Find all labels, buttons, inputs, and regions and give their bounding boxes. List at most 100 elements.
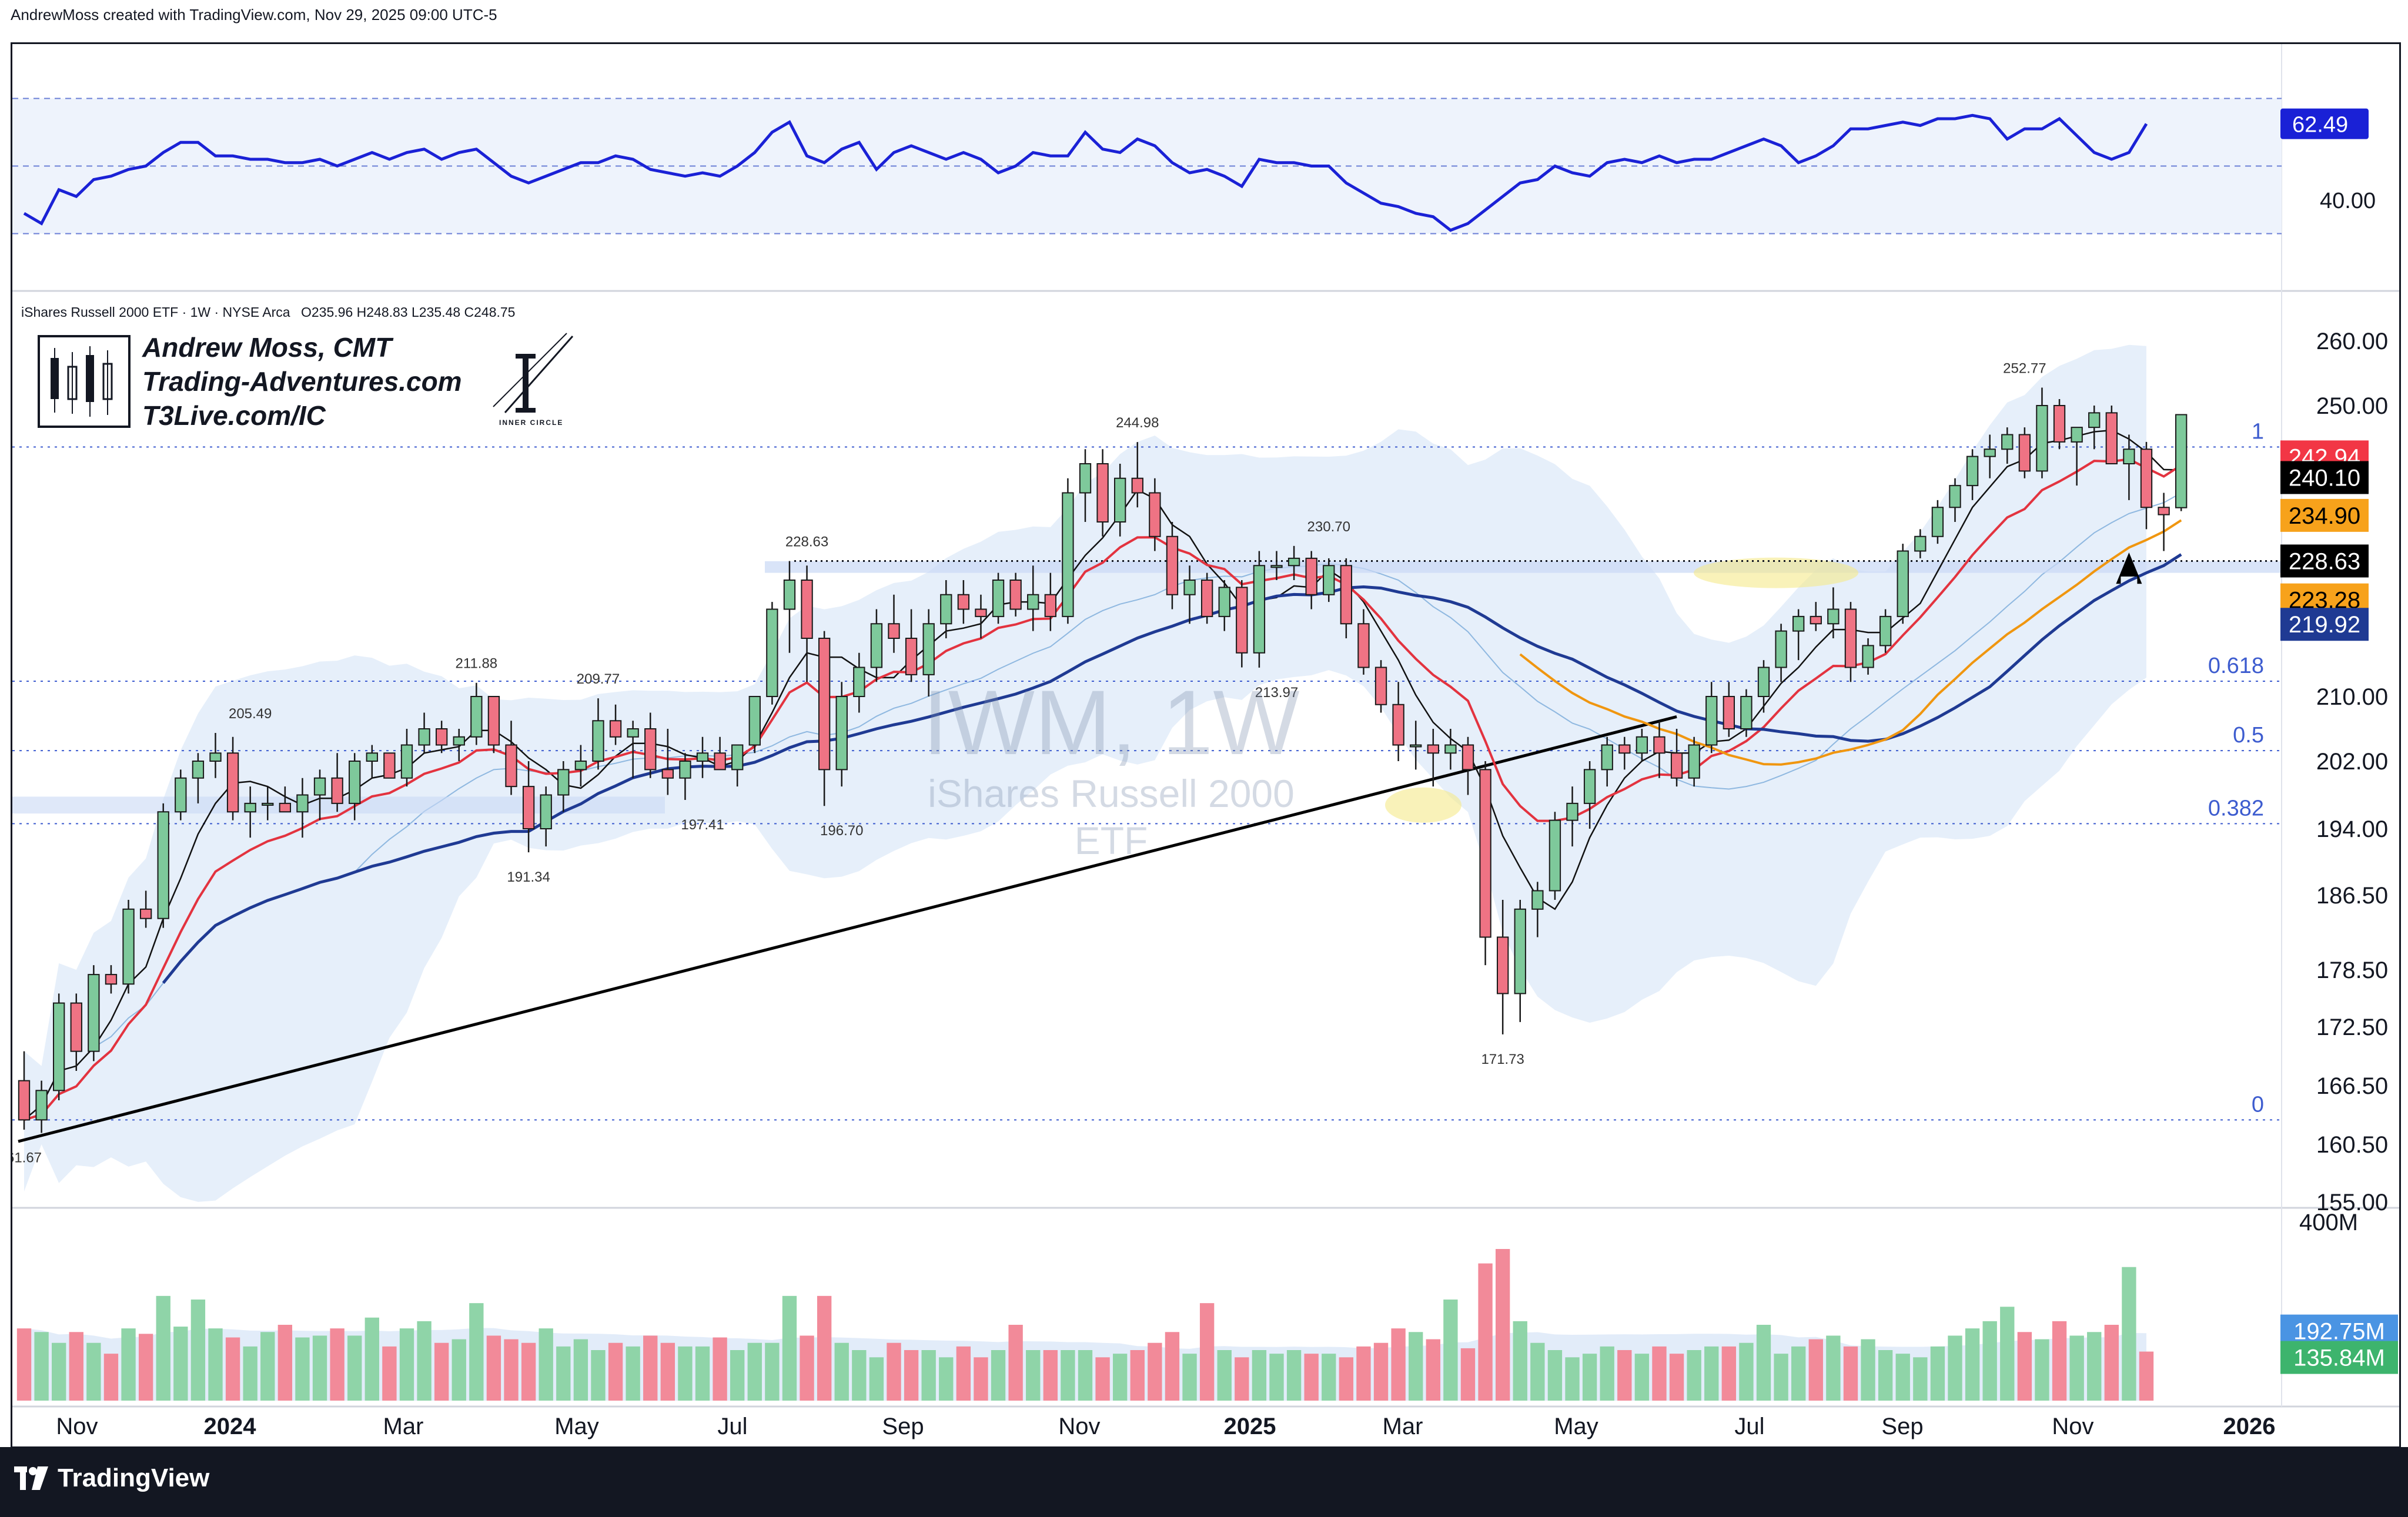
candle-body	[1114, 477, 1126, 523]
volume-bar	[469, 1303, 484, 1401]
price-annotation: 252.77	[2003, 361, 2046, 377]
candle-body	[139, 908, 152, 919]
candle-body	[1340, 565, 1353, 625]
volume-bar	[1235, 1357, 1249, 1401]
volume-bar	[1948, 1335, 1962, 1401]
volume-bar	[1443, 1300, 1458, 1401]
volume-bar	[730, 1350, 745, 1401]
candle-body	[870, 623, 883, 668]
candle-body	[574, 761, 587, 771]
candle-body	[1149, 492, 1161, 537]
inner-circle-logo-icon: INNER CIRCLE	[452, 330, 581, 433]
candle-body	[975, 608, 987, 617]
volume-bar	[103, 1354, 119, 1401]
bollinger-band	[24, 344, 2146, 1202]
volume-bar	[1495, 1249, 1510, 1401]
volume-bar	[452, 1339, 466, 1401]
volume-bar	[939, 1357, 954, 1401]
candle-body	[1618, 744, 1631, 754]
candle-body	[88, 974, 100, 1052]
candle-body	[1218, 587, 1230, 617]
candle-body	[1723, 696, 1735, 729]
branding-block: Andrew Moss, CMT Trading-Adventures.com …	[38, 330, 574, 433]
trendline	[18, 715, 1677, 1143]
chart-frame[interactable]: 40.00 62.49 1 0.618 0.5 0.382 0 61.67 205.49 211.…	[6, 42, 2401, 1448]
volume-bar	[1269, 1354, 1284, 1401]
volume-bar	[2122, 1267, 2136, 1401]
volume-bar	[1078, 1350, 1093, 1401]
volume-bar	[1304, 1354, 1319, 1401]
candle-body	[1688, 744, 1700, 779]
price-annotation: 171.73	[1481, 1051, 1524, 1067]
candle-body	[2140, 448, 2153, 508]
price-tag-label: 219.92	[2289, 612, 2360, 638]
candle-body	[1514, 908, 1526, 994]
candle-body	[53, 1002, 65, 1091]
candle-body	[540, 794, 552, 829]
highlight-ellipse	[1694, 557, 1858, 588]
volume-bar	[1182, 1354, 1197, 1401]
candle-body	[105, 974, 118, 985]
volume-bar	[782, 1295, 797, 1401]
candle-body	[679, 761, 691, 779]
brand-line-2: Trading-Adventures.com	[142, 366, 462, 397]
price-tag-label: 228.63	[2289, 548, 2360, 574]
candle-body	[2018, 434, 2031, 472]
attribution-text: AndrewMoss created with TradingView.com,…	[11, 6, 497, 24]
bollinger-mid	[24, 492, 2182, 1121]
candle-body	[1305, 557, 1317, 595]
time-tick-label: 2024	[204, 1414, 257, 1439]
volume-bar	[1130, 1350, 1145, 1401]
candle-body	[366, 752, 378, 762]
candle-body	[244, 802, 256, 813]
brand-line-1: Andrew Moss, CMT	[142, 332, 392, 363]
candle-body	[766, 608, 778, 697]
candle-body	[383, 752, 396, 779]
symbol-info: iShares Russell 2000 ETF · 1W · NYSE Arc…	[21, 304, 515, 320]
price-tick-label: 166.50	[2316, 1073, 2388, 1099]
price-annotation: 211.88	[456, 656, 498, 672]
volume-bar	[1791, 1346, 1806, 1401]
tradingview-logo[interactable]: TradingView	[14, 1464, 209, 1493]
candle-body	[922, 623, 935, 675]
candle-body	[627, 728, 639, 738]
volume-bar	[1739, 1342, 1754, 1401]
candle-body	[331, 777, 343, 804]
volume-bar	[1008, 1325, 1023, 1401]
candle-body	[1236, 587, 1248, 654]
volume-bar	[1513, 1321, 1527, 1401]
candle-body	[226, 752, 239, 813]
volume-bar	[573, 1339, 588, 1401]
volume-bar	[1721, 1346, 1737, 1401]
candle-body	[1131, 477, 1143, 494]
volume-bar	[52, 1342, 66, 1401]
price-tick-label: 194.00	[2316, 816, 2388, 842]
volume-bar	[1252, 1350, 1267, 1401]
volume-bar	[1982, 1321, 1997, 1401]
volume-bar	[486, 1335, 501, 1401]
time-tick-label: Nov	[1058, 1414, 1100, 1439]
candle-body	[1427, 744, 1439, 754]
price-annotation: 191.34	[507, 869, 550, 885]
price-tick-label: 172.50	[2316, 1014, 2388, 1040]
volume-bar	[364, 1317, 379, 1401]
volume-bar	[591, 1350, 606, 1401]
volume-bar	[1861, 1339, 1875, 1401]
candle-body	[835, 696, 848, 771]
candle-body	[2105, 412, 2118, 464]
candle-body	[400, 744, 413, 779]
volume-bar	[921, 1350, 936, 1401]
time-tick-label: Mar	[1383, 1414, 1423, 1439]
volume-bar	[626, 1346, 640, 1401]
symbol-ohlc: O235.96 H248.83 L235.48 C248.75	[301, 304, 516, 320]
volume-bar	[225, 1337, 240, 1401]
volume-bar	[904, 1350, 919, 1401]
chart-svg[interactable]: 40.00 62.49 1 0.618 0.5 0.382 0 61.67 205.49 211.…	[6, 44, 2399, 1446]
volume-bar	[1322, 1354, 1336, 1401]
candle-body	[1096, 463, 1109, 523]
candle-body	[1636, 736, 1648, 754]
volume-bar	[1913, 1357, 1928, 1401]
volume-bar	[678, 1346, 693, 1401]
volume-bar	[1530, 1342, 1545, 1401]
candle-body	[1740, 696, 1753, 729]
